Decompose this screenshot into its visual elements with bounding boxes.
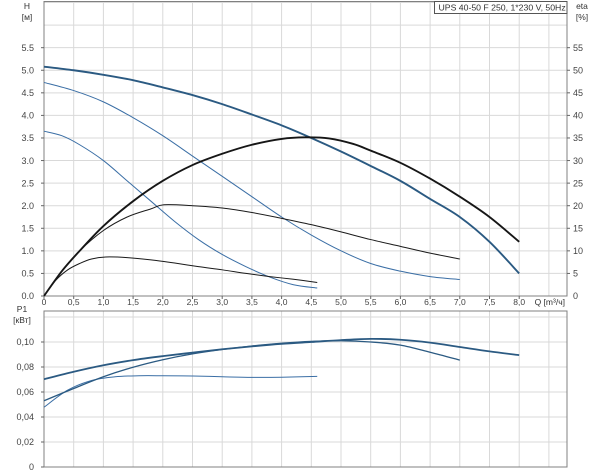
svg-text:35: 35 bbox=[573, 133, 583, 143]
svg-text:2,0: 2,0 bbox=[157, 297, 169, 307]
svg-text:0,5: 0,5 bbox=[68, 297, 80, 307]
svg-text:8,0: 8,0 bbox=[513, 297, 525, 307]
svg-text:2.5: 2.5 bbox=[21, 178, 34, 188]
svg-text:15: 15 bbox=[573, 223, 583, 233]
svg-text:25: 25 bbox=[573, 178, 583, 188]
svg-text:2.0: 2.0 bbox=[21, 201, 34, 211]
svg-text:1.0: 1.0 bbox=[21, 246, 34, 256]
svg-text:20: 20 bbox=[573, 201, 583, 211]
svg-text:0: 0 bbox=[42, 297, 47, 307]
svg-text:0,02: 0,02 bbox=[16, 437, 34, 447]
svg-text:0,08: 0,08 bbox=[16, 362, 34, 372]
svg-text:[м]: [м] bbox=[22, 12, 33, 22]
svg-text:H: H bbox=[24, 1, 30, 11]
svg-text:P1: P1 bbox=[17, 304, 28, 314]
svg-text:0.5: 0.5 bbox=[21, 269, 34, 279]
svg-text:7,5: 7,5 bbox=[484, 297, 496, 307]
svg-text:Q [m³/ч]: Q [m³/ч] bbox=[535, 297, 565, 307]
svg-text:0: 0 bbox=[29, 462, 34, 472]
svg-text:7,0: 7,0 bbox=[454, 297, 466, 307]
svg-text:45: 45 bbox=[573, 88, 583, 98]
svg-text:55: 55 bbox=[573, 43, 583, 53]
svg-text:30: 30 bbox=[573, 156, 583, 166]
svg-text:5.0: 5.0 bbox=[21, 65, 34, 75]
svg-text:0,04: 0,04 bbox=[16, 412, 34, 422]
svg-text:0: 0 bbox=[573, 291, 578, 301]
svg-text:3,0: 3,0 bbox=[216, 297, 228, 307]
svg-text:4,0: 4,0 bbox=[276, 297, 288, 307]
svg-text:2,5: 2,5 bbox=[187, 297, 199, 307]
svg-text:3.0: 3.0 bbox=[21, 156, 34, 166]
svg-text:4.5: 4.5 bbox=[21, 88, 34, 98]
svg-text:0,06: 0,06 bbox=[16, 387, 34, 397]
svg-text:5,0: 5,0 bbox=[335, 297, 347, 307]
svg-text:40: 40 bbox=[573, 111, 583, 121]
svg-text:4.0: 4.0 bbox=[21, 111, 34, 121]
svg-text:1.5: 1.5 bbox=[21, 223, 34, 233]
svg-text:5: 5 bbox=[573, 269, 578, 279]
svg-text:eta: eta bbox=[576, 1, 588, 11]
svg-text:3.5: 3.5 bbox=[21, 133, 34, 143]
svg-text:5.5: 5.5 bbox=[21, 43, 34, 53]
svg-text:4,5: 4,5 bbox=[305, 297, 317, 307]
svg-text:3,5: 3,5 bbox=[246, 297, 258, 307]
svg-text:0,10: 0,10 bbox=[16, 337, 34, 347]
svg-text:5,5: 5,5 bbox=[365, 297, 377, 307]
svg-text:6,5: 6,5 bbox=[424, 297, 436, 307]
svg-text:0.0: 0.0 bbox=[21, 291, 34, 301]
svg-text:10: 10 bbox=[573, 246, 583, 256]
svg-text:1,5: 1,5 bbox=[127, 297, 139, 307]
svg-text:UPS 40-50 F 250, 1*230 V, 50Hz: UPS 40-50 F 250, 1*230 V, 50Hz bbox=[439, 2, 566, 12]
svg-text:6,0: 6,0 bbox=[394, 297, 406, 307]
svg-text:[кВт]: [кВт] bbox=[13, 315, 31, 325]
svg-text:50: 50 bbox=[573, 65, 583, 75]
svg-text:[%]: [%] bbox=[576, 12, 588, 22]
svg-text:1,0: 1,0 bbox=[97, 297, 109, 307]
